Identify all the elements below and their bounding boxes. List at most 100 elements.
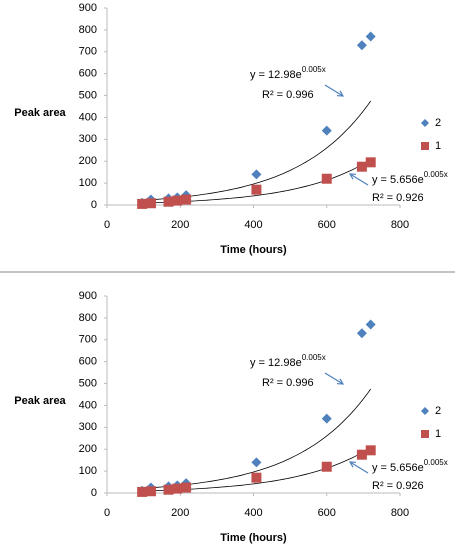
equation-coefficient: 5.656 — [390, 174, 418, 186]
point — [321, 125, 332, 136]
x-tick-label: 200 — [171, 219, 189, 231]
point — [356, 328, 367, 339]
equation-part: y = — [372, 462, 390, 474]
y-tick-label: 400 — [79, 111, 97, 123]
equation-coefficient: 12.98 — [268, 69, 296, 81]
legend-label: 2 — [435, 405, 441, 417]
legend-label: 1 — [435, 140, 441, 152]
r-squared: R² = 0.926 — [372, 192, 424, 204]
legend-marker — [421, 142, 429, 150]
point — [321, 173, 332, 184]
arrow — [324, 372, 344, 385]
equation-part: e — [296, 69, 302, 81]
y-tick-label: 300 — [79, 421, 97, 433]
y-tick-label: 100 — [79, 177, 97, 189]
legend-marker — [421, 119, 429, 127]
x-tick-label: 800 — [391, 507, 409, 519]
y-tick-label: 900 — [79, 290, 97, 302]
legend-marker — [421, 407, 429, 415]
equation-part: e — [418, 174, 424, 186]
x-tick-label: 0 — [104, 507, 110, 519]
equation-part: e — [296, 357, 302, 369]
equation-rate: 0.005 — [302, 65, 323, 74]
y-tick-label: 700 — [79, 334, 97, 346]
x-axis-title: Time (hours) — [220, 532, 287, 544]
point — [321, 413, 332, 424]
point — [181, 482, 192, 493]
point — [365, 319, 376, 330]
equation-part: x — [322, 65, 326, 74]
x-axis-title: Time (hours) — [220, 244, 287, 256]
equation-part: x — [444, 458, 448, 467]
point — [251, 169, 262, 180]
point — [163, 484, 174, 495]
point — [137, 198, 148, 209]
chart: 0 100 200 300 400 500 600 700 800 900 0 200 400 600 80… — [14, 290, 447, 544]
equation-part: x — [444, 170, 448, 179]
y-tick-label: 200 — [79, 155, 97, 167]
equation-rate: 0.005 — [424, 170, 445, 179]
equation-part: x — [322, 353, 326, 362]
point — [145, 486, 156, 497]
y-tick-label: 300 — [79, 133, 97, 145]
equation-part: e — [418, 462, 424, 474]
r-squared: R² = 0.926 — [372, 480, 424, 492]
point — [163, 196, 174, 207]
legend-marker — [421, 430, 429, 438]
arrow-head — [348, 461, 357, 468]
legend-label: 2 — [435, 117, 441, 129]
equation-coefficient: 12.98 — [268, 357, 296, 369]
point — [321, 461, 332, 472]
arrow-head — [348, 173, 357, 180]
point — [356, 161, 367, 172]
legend-label: 1 — [435, 428, 441, 440]
y-axis-title: Peak area — [14, 107, 66, 119]
y-tick-label: 200 — [79, 443, 97, 455]
point — [251, 472, 262, 483]
y-tick-label: 500 — [79, 377, 97, 389]
point — [356, 449, 367, 460]
x-tick-label: 600 — [318, 219, 336, 231]
point — [365, 445, 376, 456]
point — [172, 195, 183, 206]
y-tick-label: 800 — [79, 312, 97, 324]
chart: 0 100 200 300 400 500 600 700 800 900 0 200 400 600 80… — [14, 2, 447, 256]
point — [365, 31, 376, 42]
r-squared: R² = 0.996 — [262, 377, 314, 389]
equation-rate: 0.005 — [424, 458, 445, 467]
y-tick-label: 600 — [79, 68, 97, 80]
equation-rate: 0.005 — [302, 353, 323, 362]
y-tick-label: 100 — [79, 465, 97, 477]
y-axis-title: Peak area — [14, 395, 66, 407]
y-tick-label: 900 — [79, 2, 97, 14]
x-tick-label: 400 — [244, 219, 262, 231]
x-tick-label: 600 — [318, 507, 336, 519]
point — [137, 486, 148, 497]
trend-equation: y = 12.98e0.005x — [250, 65, 326, 81]
y-tick-label: 600 — [79, 356, 97, 368]
x-tick-label: 800 — [391, 219, 409, 231]
point — [356, 40, 367, 51]
equation-exponent: 0.005x — [302, 353, 326, 362]
x-tick-label: 0 — [104, 219, 110, 231]
point — [172, 483, 183, 494]
y-tick-label: 700 — [79, 46, 97, 58]
y-tick-label: 500 — [79, 89, 97, 101]
point — [145, 198, 156, 209]
point — [251, 184, 262, 195]
point — [181, 194, 192, 205]
equation-coefficient: 5.656 — [390, 462, 418, 474]
trend-equation: y = 5.656e0.005x — [372, 170, 448, 186]
arrow-head — [336, 378, 345, 385]
arrow — [349, 173, 369, 186]
y-tick-label: 400 — [79, 399, 97, 411]
equation-part: y = — [372, 174, 390, 186]
y-tick-label: 0 — [91, 199, 97, 211]
r-squared: R² = 0.996 — [262, 89, 314, 101]
y-tick-label: 0 — [91, 487, 97, 499]
point — [251, 457, 262, 468]
x-tick-label: 400 — [244, 507, 262, 519]
arrow — [324, 84, 344, 97]
equation-exponent: 0.005x — [302, 65, 326, 74]
